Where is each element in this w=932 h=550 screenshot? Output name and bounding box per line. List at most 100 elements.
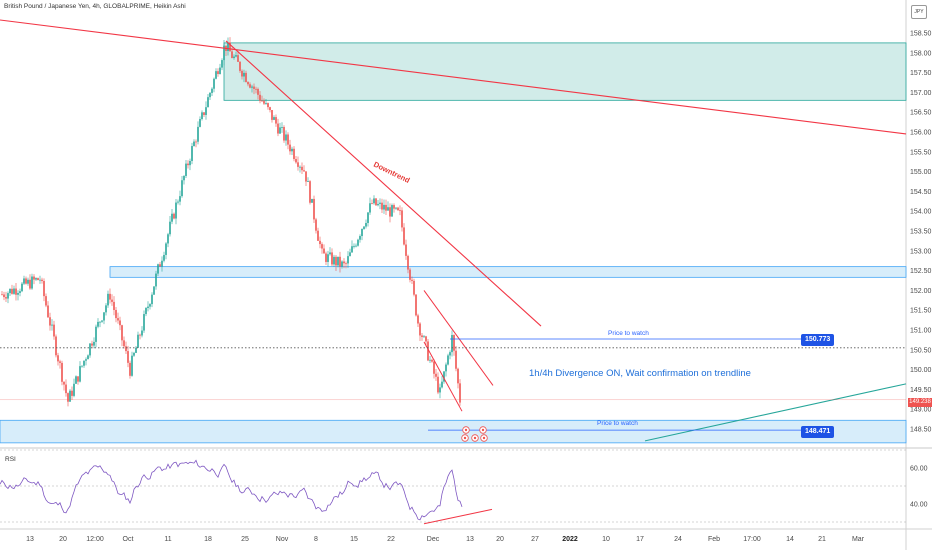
candle-body xyxy=(289,144,291,152)
candle-body xyxy=(37,278,39,281)
candle-body xyxy=(261,100,263,102)
candle-body xyxy=(143,314,145,331)
candle-body xyxy=(227,42,229,51)
candle-body xyxy=(165,243,167,255)
candle-body xyxy=(83,360,85,366)
x-tick-label: Feb xyxy=(708,536,720,543)
last-price-tag: 149.238 xyxy=(908,398,932,407)
candle-body xyxy=(215,71,217,79)
candle-body xyxy=(253,86,255,89)
x-tick-label: 17:00 xyxy=(743,536,761,543)
candle-body xyxy=(301,166,303,171)
x-tick-label: 8 xyxy=(314,536,318,543)
rsi-title: RSI xyxy=(5,456,16,463)
candle-body xyxy=(97,321,99,327)
candle-body xyxy=(183,175,185,181)
candle-body xyxy=(91,343,93,346)
candle-body xyxy=(363,226,365,229)
candle-body xyxy=(347,256,349,264)
y-tick-label: 155.00 xyxy=(910,169,932,176)
candle-body xyxy=(459,383,461,403)
candle-body xyxy=(361,228,363,237)
candle-body xyxy=(93,341,95,346)
candle-body xyxy=(211,88,213,93)
candle-body xyxy=(345,263,347,265)
candle-body xyxy=(343,261,345,264)
candle-body xyxy=(149,304,151,307)
y-tick-label: 152.50 xyxy=(910,268,932,275)
candle-body xyxy=(59,361,61,363)
y-tick-label: 151.50 xyxy=(910,308,932,315)
candle-body xyxy=(195,141,197,143)
candle-body xyxy=(1,294,3,296)
candle-body xyxy=(327,254,329,262)
x-tick-label: 20 xyxy=(59,536,67,543)
y-tick-label: 157.50 xyxy=(910,70,932,77)
candle-body xyxy=(61,362,63,382)
rsi-line xyxy=(0,459,463,521)
candle-body xyxy=(275,117,277,124)
candle-body xyxy=(385,204,387,211)
candle-body xyxy=(185,163,187,176)
candle-body xyxy=(125,346,127,352)
candle-body xyxy=(39,279,41,281)
candle-body xyxy=(213,78,215,89)
candle-body xyxy=(141,330,143,336)
candle-body xyxy=(137,334,139,348)
candle-body xyxy=(111,299,113,302)
candle-body xyxy=(103,312,105,321)
candle-body xyxy=(209,92,211,98)
y-tick-label: 153.50 xyxy=(910,229,932,236)
candle-body xyxy=(271,110,273,120)
candle-body xyxy=(171,213,173,222)
candle-body xyxy=(375,198,377,206)
x-tick-label: 13 xyxy=(26,536,34,543)
candle-body xyxy=(447,355,449,365)
y-tick-label: 155.50 xyxy=(910,149,932,156)
candle-body xyxy=(69,390,71,402)
candle-body xyxy=(407,255,409,270)
candle-body xyxy=(199,119,201,127)
rsi-tick-label: 60.00 xyxy=(910,466,928,473)
candle-body xyxy=(403,227,405,245)
candle-body xyxy=(203,112,205,115)
candle-body xyxy=(11,288,13,294)
icon-dot xyxy=(463,436,467,440)
candle-body xyxy=(27,279,29,284)
candle-body xyxy=(315,219,317,231)
candle-body xyxy=(173,213,175,219)
y-tick-label: 153.00 xyxy=(910,248,932,255)
candle-body xyxy=(387,207,389,211)
candle-body xyxy=(281,127,283,128)
candle-body xyxy=(169,221,171,235)
candle-body xyxy=(65,384,67,394)
currency-badge[interactable]: JPY xyxy=(911,5,927,19)
candle-body xyxy=(329,252,331,255)
x-tick-label: 18 xyxy=(204,536,212,543)
candle-body xyxy=(101,320,103,322)
candle-body xyxy=(51,324,53,326)
candle-body xyxy=(77,376,79,382)
candle-body xyxy=(155,273,157,287)
candle-body xyxy=(353,245,355,247)
candle-body xyxy=(245,72,247,83)
candle-body xyxy=(425,336,427,342)
candle-body xyxy=(357,239,359,246)
x-axis: 13 20 12:00 Oct 11 18 25 Nov 8 15 22 Dec 13 20 27 2022 1… xyxy=(26,536,865,543)
candle-body xyxy=(265,103,267,104)
lower-price-tag: 148.471 xyxy=(801,426,835,438)
event-icons xyxy=(461,426,488,442)
candle-body xyxy=(117,318,119,321)
candle-body xyxy=(377,203,379,206)
candle-body xyxy=(409,269,411,280)
candle-body xyxy=(25,278,27,284)
candle-body xyxy=(379,202,381,204)
y-tick-label: 148.50 xyxy=(910,427,932,434)
candle-body xyxy=(9,288,11,294)
candle-body xyxy=(47,305,49,318)
candle-body xyxy=(187,163,189,166)
candle-body xyxy=(55,336,57,356)
candle-body xyxy=(435,373,437,377)
rsi-panel: 60.00 40.00 xyxy=(0,449,928,525)
